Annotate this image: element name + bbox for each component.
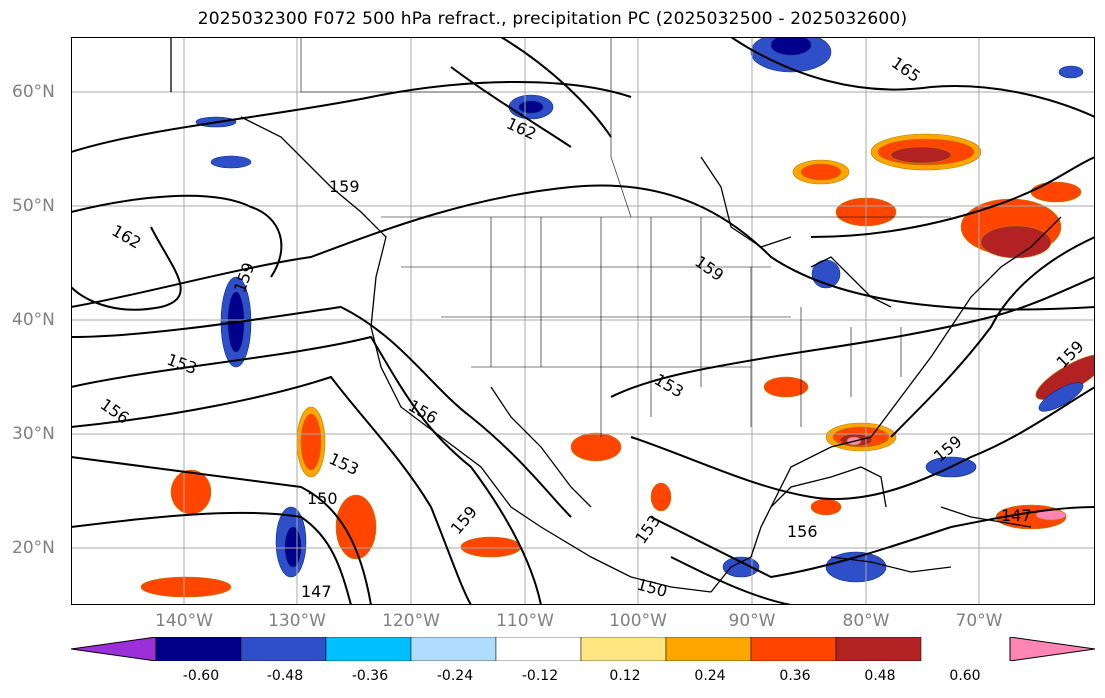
colorbar-tick-label: 0.60 [949, 668, 981, 684]
lat-label-40n: 40°N [12, 310, 55, 330]
lat-label-20n: 20°N [12, 538, 55, 558]
contour-label: 147 [1001, 506, 1032, 525]
colorbar-tick-label: -0.12 [521, 668, 559, 684]
precip-shading [140, 133, 1095, 598]
colorbar [71, 637, 1095, 661]
colorbar-tick-label: -0.60 [182, 668, 220, 684]
colorbar-tick-label: 0.24 [694, 668, 726, 684]
map-panel: 165 162 162 159 159 159 159 159 159 156 … [71, 37, 1095, 605]
map-title: 2025032300 F072 500 hPa refract., precip… [197, 9, 908, 29]
contour-label: 159 [329, 177, 360, 196]
colorbar-extend-high [1009, 637, 1095, 661]
colorbar-cell [240, 637, 327, 661]
colorbar-cell [665, 637, 752, 661]
lon-label-100w: 100°W [609, 611, 667, 631]
state-borders [300, 37, 951, 437]
map-frame [71, 37, 1095, 605]
lat-label-60n: 60°N [12, 82, 55, 102]
refractivity-contours [71, 37, 1095, 605]
lon-label-80w: 80°W [842, 611, 890, 631]
colorbar-cell [325, 637, 412, 661]
lon-label-110w: 110°W [496, 611, 554, 631]
contour-label: 147 [301, 582, 332, 601]
lat-label-50n: 50°N [12, 196, 55, 216]
colorbar-tick-label: -0.48 [266, 668, 304, 684]
lon-label-90w: 90°W [728, 611, 776, 631]
lon-label-140w: 140°W [155, 611, 213, 631]
colorbar-cell [580, 637, 667, 661]
drying-shading [195, 37, 1084, 583]
contour-label: 150 [307, 489, 338, 508]
lat-label-30n: 30°N [12, 424, 55, 444]
colorbar-extend-low [71, 637, 157, 661]
colorbar-cell [410, 637, 497, 661]
colorbar-cell [835, 637, 922, 661]
colorbar-tick-label: -0.36 [351, 668, 389, 684]
lon-label-120w: 120°W [382, 611, 440, 631]
colorbar-cell [155, 637, 242, 661]
lon-label-130w: 130°W [268, 611, 326, 631]
lon-label-70w: 70°W [955, 611, 1003, 631]
colorbar-tick-label: 0.48 [864, 668, 896, 684]
colorbar-tick-label: -0.24 [436, 668, 474, 684]
graticule [71, 37, 1095, 605]
colorbar-tick-label: 0.36 [779, 668, 811, 684]
contour-label: 156 [787, 522, 818, 541]
colorbar-cell [750, 637, 837, 661]
colorbar-tick-label: 0.12 [609, 668, 641, 684]
colorbar-cell [495, 637, 582, 661]
